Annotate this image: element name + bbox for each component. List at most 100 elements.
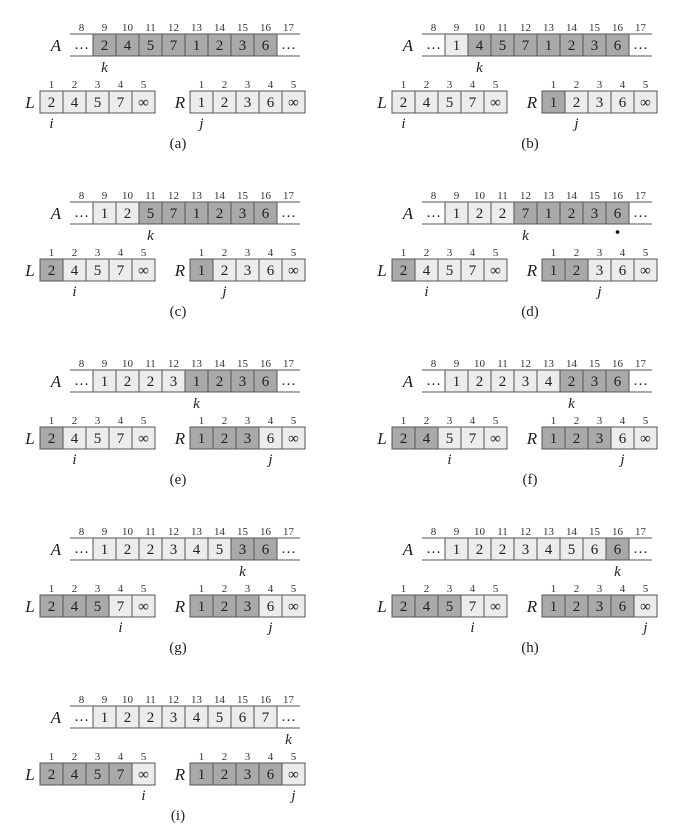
array-l-cell-value: ∞ (138, 599, 149, 615)
array-l-cell-value: ∞ (490, 431, 501, 447)
array-a-cell-value: 7 (522, 206, 530, 222)
array-l-cell-value: 5 (446, 263, 454, 279)
array-a-index: 8 (431, 526, 437, 538)
array-r-cell-value: 6 (619, 263, 627, 279)
array-r-label: R (526, 93, 538, 112)
array-l-index: 1 (49, 415, 55, 427)
array-a-cell-value: 7 (170, 206, 178, 222)
array-l-cell (483, 594, 508, 618)
array-r-cell-value: 2 (221, 767, 229, 783)
array-a-cell-value: 1 (101, 542, 109, 558)
array-a-index: 16 (260, 22, 272, 34)
array-r-cell-value: 6 (267, 599, 275, 615)
array-a-index: 13 (543, 190, 555, 202)
array-a-ellipsis-left: … (426, 37, 441, 53)
array-a-index: 17 (635, 22, 647, 34)
array-r-index: 3 (245, 247, 251, 259)
array-l-cell-value: 5 (94, 431, 102, 447)
array-r-index: 3 (245, 751, 251, 763)
array-a-ellipsis-left: … (426, 205, 441, 221)
array-r-label: R (526, 261, 538, 280)
array-r-cell (281, 90, 306, 114)
array-a-index: 14 (566, 358, 578, 370)
array-a-index: 9 (454, 190, 460, 202)
panel-c: A8 9 10 11 12 13 14 15 16 17… 1 2 5 7 1 2 3 6 …kL R1 12 12 24 2… (24, 190, 306, 320)
array-l-index: 4 (470, 415, 476, 427)
array-r-cell-value: 2 (573, 95, 581, 111)
array-l-cell-value: 7 (469, 599, 477, 615)
array-a-index: 16 (260, 694, 272, 706)
array-a-cell-value: 2 (147, 710, 155, 726)
array-r-cell-value: 3 (596, 263, 604, 279)
array-l-index: 4 (118, 79, 124, 91)
array-a-cell-value: 4 (193, 710, 201, 726)
array-a-ellipsis-right: … (633, 205, 648, 221)
array-l-cell-value: 7 (117, 599, 125, 615)
array-r-cell (281, 258, 306, 282)
array-a-index: 13 (543, 526, 555, 538)
array-r-cell-value: ∞ (288, 599, 299, 615)
array-a-index: 16 (260, 358, 272, 370)
array-a-index: 14 (214, 694, 226, 706)
array-a-index: 10 (474, 526, 486, 538)
array-a-cell-value: 2 (124, 542, 132, 558)
array-l-cell-value: 2 (400, 599, 408, 615)
array-a-index: 13 (191, 694, 203, 706)
array-l-index: 1 (401, 247, 407, 259)
array-a-cell-value: 3 (591, 38, 599, 54)
array-a-index: 11 (145, 526, 156, 538)
array-a-index: 14 (214, 190, 226, 202)
panel-g: A8 9 10 11 12 13 14 15 16 17… 1 2 2 3 4 5 3 6 …kL R1 12 12 24 2… (24, 526, 306, 656)
array-l-cell-value: ∞ (138, 263, 149, 279)
array-a-cell-value: 6 (262, 206, 270, 222)
array-l-cell-value: 4 (71, 767, 79, 783)
array-r-label: R (526, 429, 538, 448)
array-a-index: 17 (635, 526, 647, 538)
array-r-cell-value: 2 (221, 95, 229, 111)
array-l-index: 2 (424, 583, 430, 595)
array-l-cell-value: 2 (48, 95, 56, 111)
array-r-index: 1 (551, 583, 557, 595)
array-r-index: 3 (245, 583, 251, 595)
array-l-index: 4 (118, 247, 124, 259)
array-a-cell-value: 6 (262, 38, 270, 54)
array-r-index: 4 (268, 415, 274, 427)
array-r-cell-value: 1 (550, 95, 558, 111)
array-a-cell-value: 2 (476, 542, 484, 558)
array-r-index: 4 (268, 247, 274, 259)
array-a-index: 15 (237, 190, 249, 202)
array-r-index: 5 (291, 247, 297, 259)
array-a-index: 16 (612, 190, 624, 202)
array-a-cell-value: 7 (522, 38, 530, 54)
array-a-cell-value: 2 (124, 374, 132, 390)
array-a-cell-value: 1 (453, 374, 461, 390)
array-l-index: 5 (141, 247, 147, 259)
array-a-ellipsis-right: … (633, 541, 648, 557)
array-r-label: R (174, 765, 186, 784)
array-r-index: 5 (291, 751, 297, 763)
panel-b: A8 9 10 11 12 13 14 15 16 17… 1 4 5 7 1 2 3 6 …kL R1 12 12 24 2… (376, 22, 658, 152)
pointer-i: i (72, 452, 76, 468)
array-r-cell-value: 1 (198, 431, 206, 447)
array-a-ellipsis-right: … (281, 373, 296, 389)
array-a-index: 14 (214, 358, 226, 370)
array-l-cell-value: 4 (423, 599, 431, 615)
array-a-cell-value: 6 (614, 374, 622, 390)
array-a-index: 10 (122, 694, 134, 706)
array-a-ellipsis-right: … (281, 205, 296, 221)
array-a-index: 10 (122, 190, 134, 202)
array-a-index: 10 (122, 526, 134, 538)
panel-caption: (a) (170, 136, 187, 152)
array-a-index: 16 (260, 190, 272, 202)
array-a-index: 11 (497, 358, 508, 370)
pointer-j: j (197, 116, 203, 132)
array-a-cell-value: 3 (170, 542, 178, 558)
array-r-cell-value: ∞ (640, 95, 651, 111)
array-r-cell-value: ∞ (288, 263, 299, 279)
pointer-i: i (424, 284, 428, 300)
array-a-index: 15 (589, 358, 601, 370)
array-a-ellipsis-left: … (74, 373, 89, 389)
array-a-cell-value: 5 (499, 38, 507, 54)
array-a-index: 8 (79, 358, 85, 370)
pointer-j: j (618, 452, 624, 468)
